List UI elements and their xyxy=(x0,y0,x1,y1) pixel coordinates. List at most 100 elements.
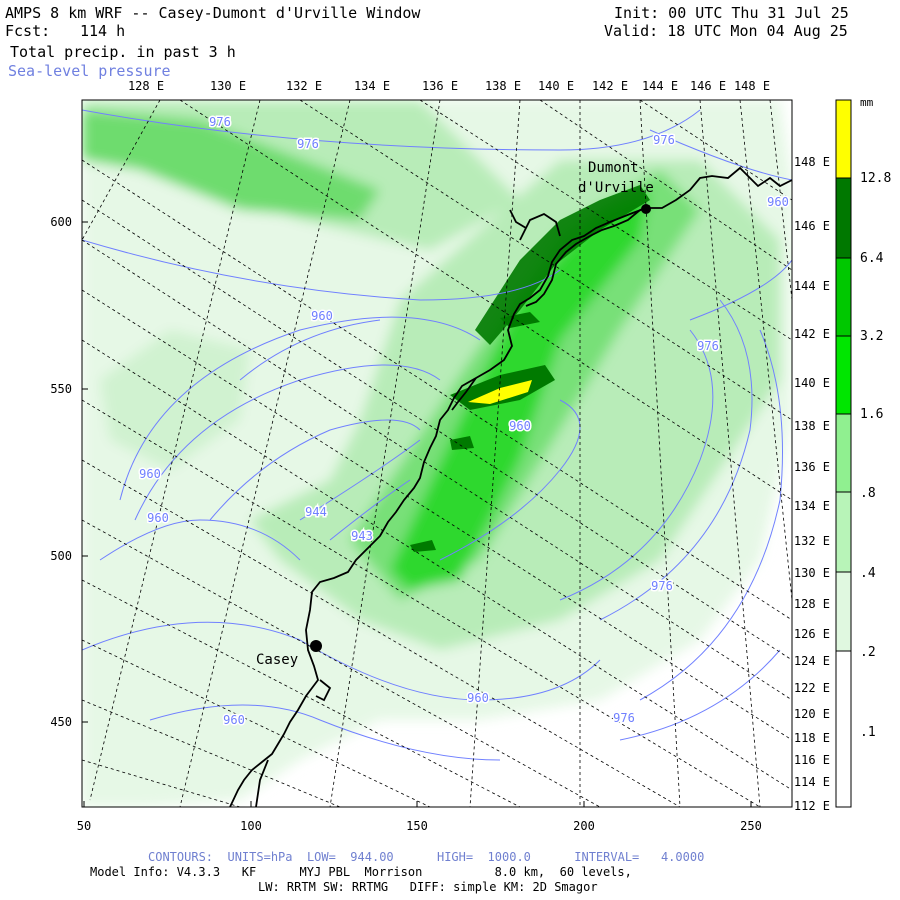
init-time: Init: 00 UTC Thu 31 Jul 25 xyxy=(614,4,849,22)
legend-level-label: 1.6 xyxy=(860,407,883,422)
station-dumont xyxy=(641,204,651,214)
field-name: Total precip. in past 3 h xyxy=(10,43,236,61)
coastline xyxy=(229,166,792,807)
station-dot xyxy=(641,204,651,214)
right-lon-label: 126 E xyxy=(794,627,830,641)
model-info: Model Info: V4.3.3 KF MYJ PBL Morrison 8… xyxy=(90,865,632,879)
precip-field xyxy=(82,100,792,807)
legend-swatch xyxy=(835,335,852,415)
legend-level-label: .4 xyxy=(860,566,876,581)
isobars xyxy=(82,109,792,761)
station-dot xyxy=(310,640,322,652)
top-lon-label: 138 E xyxy=(485,79,521,93)
y-axis: 600 550 500 450 xyxy=(50,215,88,729)
legend-swatch xyxy=(835,257,852,337)
dumont-label-line2: d'Urville xyxy=(578,180,654,196)
right-lon-label: 138 E xyxy=(794,419,830,433)
contour-label: 944 xyxy=(305,505,327,519)
top-lon-label: 136 E xyxy=(422,79,458,93)
top-lon-label: 128 E xyxy=(128,79,164,93)
legend-swatch xyxy=(835,571,852,652)
fcst-label: Fcst: xyxy=(5,22,51,40)
right-lon-label: 144 E xyxy=(794,279,830,293)
top-lon-label: 142 E xyxy=(592,79,628,93)
contour-label: 976 xyxy=(697,339,719,353)
top-lon-label: 140 E xyxy=(538,79,574,93)
graticule xyxy=(82,100,792,807)
contour-label: 960 xyxy=(139,467,161,481)
title: AMPS 8 km WRF -- Casey-Dumont d'Urville … xyxy=(5,4,421,22)
right-lon-label: 132 E xyxy=(794,534,830,548)
top-lon-label: 146 E xyxy=(690,79,726,93)
top-lon-label: 148 E xyxy=(734,79,770,93)
contour-label: 960 xyxy=(311,309,333,323)
map-area xyxy=(82,100,792,807)
contour-label: 976 xyxy=(209,115,231,129)
legend-swatch xyxy=(835,99,852,179)
x-tick-label: 150 xyxy=(406,819,428,833)
right-lon-label: 136 E xyxy=(794,460,830,474)
contour-label: 960 xyxy=(467,691,489,705)
legend-level-label: 12.8 xyxy=(860,171,891,186)
y-tick-label: 550 xyxy=(50,382,72,396)
right-lon-label: 118 E xyxy=(794,731,830,745)
legend-swatch xyxy=(835,491,852,573)
contour-label: 976 xyxy=(613,711,635,725)
right-lon-label: 114 E xyxy=(794,775,830,789)
fcst-value: 114 h xyxy=(80,22,126,40)
right-lon-axis: 148 E 146 E 144 E 142 E 140 E 138 E 136 E 134 E… xyxy=(794,155,830,813)
top-lon-label: 134 E xyxy=(354,79,390,93)
physics-info: LW: RRTM SW: RRTMG DIFF: simple KM: 2D S… xyxy=(258,880,598,894)
contour-label: 976 xyxy=(653,133,675,147)
contour-label: 960 xyxy=(509,419,531,433)
right-lon-label: 128 E xyxy=(794,597,830,611)
legend-unit: mm xyxy=(860,96,874,109)
right-lon-label: 142 E xyxy=(794,327,830,341)
contour-label: 943 xyxy=(351,529,373,543)
casey-label: Casey xyxy=(256,652,298,668)
top-lon-label: 130 E xyxy=(210,79,246,93)
top-lon-label: 132 E xyxy=(286,79,322,93)
x-tick-label: 50 xyxy=(77,819,91,833)
right-lon-label: 146 E xyxy=(794,219,830,233)
contour-label: 976 xyxy=(651,579,673,593)
legend-level-label: .8 xyxy=(860,486,876,501)
dumont-label-line1: Dumont xyxy=(588,160,639,176)
right-lon-label: 134 E xyxy=(794,499,830,513)
legend-level-label: 3.2 xyxy=(860,329,883,344)
legend-level-label: .2 xyxy=(860,645,876,660)
legend-level-label: .1 xyxy=(860,725,876,740)
overlay-name: Sea-level pressure xyxy=(8,62,171,80)
right-lon-label: 140 E xyxy=(794,376,830,390)
top-lon-axis: 128 E 130 E 132 E 134 E 136 E 138 E 140 E 142 E… xyxy=(128,79,770,93)
right-lon-label: 124 E xyxy=(794,654,830,668)
contour-label: 960 xyxy=(147,511,169,525)
right-lon-label: 130 E xyxy=(794,566,830,580)
right-lon-label: 116 E xyxy=(794,753,830,767)
right-lon-label: 120 E xyxy=(794,707,830,721)
contour-label: 976 xyxy=(297,137,319,151)
y-tick-label: 450 xyxy=(50,715,72,729)
contour-label: 960 xyxy=(767,195,789,209)
legend-swatch xyxy=(835,177,852,259)
top-lon-label: 144 E xyxy=(642,79,678,93)
x-axis: 50 100 150 200 250 xyxy=(77,801,762,833)
legend-level-label: 6.4 xyxy=(860,251,884,266)
legend-swatch xyxy=(835,650,852,808)
contour-label: 960 xyxy=(223,713,245,727)
x-tick-label: 100 xyxy=(240,819,262,833)
x-tick-label: 250 xyxy=(740,819,762,833)
colorbar-legend: mm 12.8 6.4 3.2 1.6 .8 .4 .2 .1 xyxy=(835,96,891,808)
map-frame xyxy=(81,99,793,808)
right-lon-label: 148 E xyxy=(794,155,830,169)
station-labels: Dumont d'Urville Casey xyxy=(256,160,654,668)
y-tick-label: 500 xyxy=(50,549,72,563)
station-casey xyxy=(310,640,322,652)
right-lon-label: 122 E xyxy=(794,681,830,695)
right-lon-label: 112 E xyxy=(794,799,830,813)
contours-info: CONTOURS: UNITS=hPa LOW= 944.00 HIGH= 10… xyxy=(148,850,705,864)
valid-time: Valid: 18 UTC Mon 04 Aug 25 xyxy=(604,22,848,40)
legend-swatch xyxy=(835,413,852,493)
y-tick-label: 600 xyxy=(50,215,72,229)
